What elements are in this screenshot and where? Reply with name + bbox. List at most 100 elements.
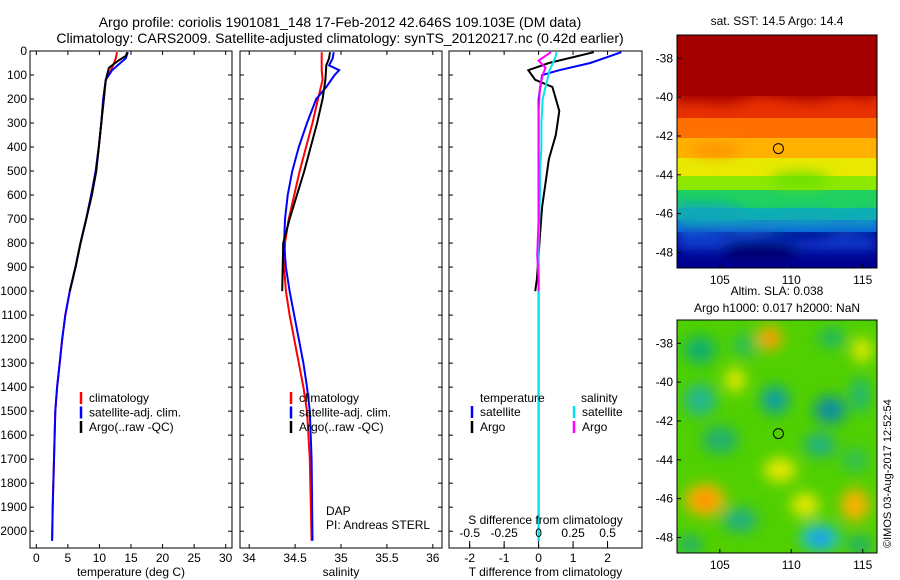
- figure-title-line1: Argo profile: coriolis 1901081_148 17-Fe…: [98, 14, 582, 30]
- depth-tick-label: 100: [7, 68, 27, 82]
- difference-s-tick-label: 0.5: [599, 526, 616, 540]
- salinity-xtick-label: 36: [426, 551, 440, 565]
- depth-tick-label: 800: [7, 236, 27, 250]
- temperature-series-satellite-adj-clim-: [51, 51, 129, 541]
- salinity-xtick-label: 34.5: [283, 551, 307, 565]
- sla-map-xtick-label: 110: [782, 558, 801, 572]
- depth-tick-label: 1700: [0, 452, 27, 466]
- salinity-xtick-label: 35.5: [375, 551, 399, 565]
- sst-map-frame: [676, 34, 878, 269]
- depth-tick-label: 500: [7, 164, 27, 178]
- depth-tick-label: 1400: [0, 380, 27, 394]
- temperature-xtick-label: 5: [65, 551, 72, 565]
- difference-series-t-satellite: [537, 51, 622, 541]
- difference-legend-salinity-title: salinity: [581, 391, 618, 405]
- sla-map-frame: [676, 319, 878, 554]
- sst-map-ytick-label: -42: [656, 129, 674, 143]
- depth-tick-label: 900: [7, 260, 27, 274]
- salinity-annotation: DAP: [326, 504, 351, 518]
- difference-series-s-satellite: [537, 51, 558, 541]
- difference-legend-label: Argo: [582, 420, 608, 434]
- salinity-xtick-label: 35: [334, 551, 348, 565]
- sst-map-xtick-label: 110: [782, 273, 801, 287]
- sst-map-title: sat. SST: 14.5 Argo: 14.4: [711, 14, 844, 28]
- sla-map-ytick-label: -48: [656, 530, 674, 544]
- salinity-xlabel: salinity: [323, 565, 360, 579]
- depth-tick-label: 300: [7, 116, 27, 130]
- temperature-axes-box: [29, 50, 233, 549]
- figure-title-line2: Climatology: CARS2009. Satellite-adjuste…: [56, 30, 624, 46]
- difference-xtick-label: -2: [464, 551, 475, 565]
- temperature-xtick-label: 0: [33, 551, 40, 565]
- difference-s-tick-label: 0: [535, 526, 542, 540]
- depth-tick-label: 600: [7, 188, 27, 202]
- difference-legend-label: satellite: [480, 405, 521, 419]
- salinity-annotation: PI: Andreas STERL: [326, 518, 430, 532]
- difference-xtick-label: 0: [535, 551, 542, 565]
- imos-timestamp: ©IMOS 03-Aug-2017 12:52:54: [882, 399, 894, 548]
- sla-map-ytick-label: -40: [656, 375, 674, 389]
- sla-map-title: Altim. SLA: 0.038: [731, 284, 824, 298]
- depth-tick-label: 1500: [0, 404, 27, 418]
- sst-map-argo-location-marker: [772, 143, 784, 155]
- sla-map-ytick-label: -42: [656, 414, 674, 428]
- depth-tick-label: 1200: [0, 332, 27, 346]
- difference-legend-label: satellite: [582, 405, 623, 419]
- difference-xtick-label: 2: [604, 551, 611, 565]
- depth-tick-label: 200: [7, 92, 27, 106]
- depth-tick-label: 700: [7, 212, 27, 226]
- temperature-series-argo-raw-qc-: [68, 51, 129, 292]
- salinity-xtick-label: 34: [243, 551, 257, 565]
- difference-legend-label: Argo: [480, 420, 506, 434]
- difference-series-s-argo: [536, 51, 552, 292]
- sla-map-subtitle: Argo h1000: 0.017 h2000: NaN: [694, 301, 860, 315]
- temperature-xtick-label: 25: [187, 551, 201, 565]
- temperature-xtick-label: 10: [93, 551, 107, 565]
- difference-xlabel: T difference from climatology: [469, 565, 623, 579]
- temperature-xlabel: temperature (deg C): [77, 565, 185, 579]
- sst-map-xtick-label: 115: [853, 273, 872, 287]
- difference-xtick-label: -1: [499, 551, 510, 565]
- difference-s-tick-label: 0.25: [561, 526, 585, 540]
- temperature-legend-label: climatology: [89, 391, 149, 405]
- depth-tick-label: 1100: [1, 308, 27, 322]
- salinity-series-argo-raw-qc-: [281, 52, 331, 292]
- difference-axes-box: [448, 50, 643, 549]
- difference-s-tick-label: -0.25: [490, 526, 518, 540]
- depth-tick-label: 0: [20, 44, 27, 58]
- sst-map-ytick-label: -46: [656, 207, 674, 221]
- sla-map-field: [677, 320, 877, 553]
- salinity-axes-box: [239, 50, 443, 549]
- salinity-legend-label: climatology: [299, 391, 359, 405]
- depth-tick-label: 2000: [0, 524, 27, 538]
- depth-tick-label: 1300: [0, 356, 27, 370]
- temperature-series-climatology: [51, 51, 119, 541]
- temperature-legend-label: satellite-adj. clim.: [89, 406, 181, 420]
- difference-xtick-label: 1: [570, 551, 577, 565]
- temperature-xtick-label: 15: [124, 551, 138, 565]
- depth-tick-label: 1600: [0, 428, 27, 442]
- salinity-series-satellite-adj-clim-: [283, 52, 341, 541]
- difference-s-axis-label: S difference from climatology: [468, 513, 623, 527]
- salinity-legend-label: Argo(..raw -QC): [299, 420, 384, 434]
- salinity-legend-label: satellite-adj. clim.: [299, 406, 391, 420]
- temperature-legend-label: Argo(..raw -QC): [89, 420, 174, 434]
- depth-tick-label: 400: [7, 140, 27, 154]
- depth-tick-label: 1800: [0, 476, 27, 490]
- sla-map-argo-location-marker: [772, 428, 784, 440]
- sla-map-ytick-label: -46: [656, 492, 674, 506]
- sla-map-xtick-label: 105: [710, 558, 730, 572]
- difference-legend-temperature-title: temperature: [480, 391, 545, 405]
- sla-map-ytick-label: -44: [656, 453, 674, 467]
- depth-tick-label: 1000: [0, 284, 27, 298]
- sst-map-ytick-label: -38: [656, 51, 674, 65]
- temperature-xtick-label: 20: [156, 551, 170, 565]
- depth-tick-label: 1900: [0, 500, 27, 514]
- sst-map-ytick-label: -48: [656, 245, 674, 259]
- sst-map-xtick-label: 105: [710, 273, 730, 287]
- sst-map-ytick-label: -40: [656, 90, 674, 104]
- sst-map-field: [677, 35, 877, 268]
- sla-map-ytick-label: -38: [656, 336, 674, 350]
- difference-s-tick-label: -0.5: [459, 526, 480, 540]
